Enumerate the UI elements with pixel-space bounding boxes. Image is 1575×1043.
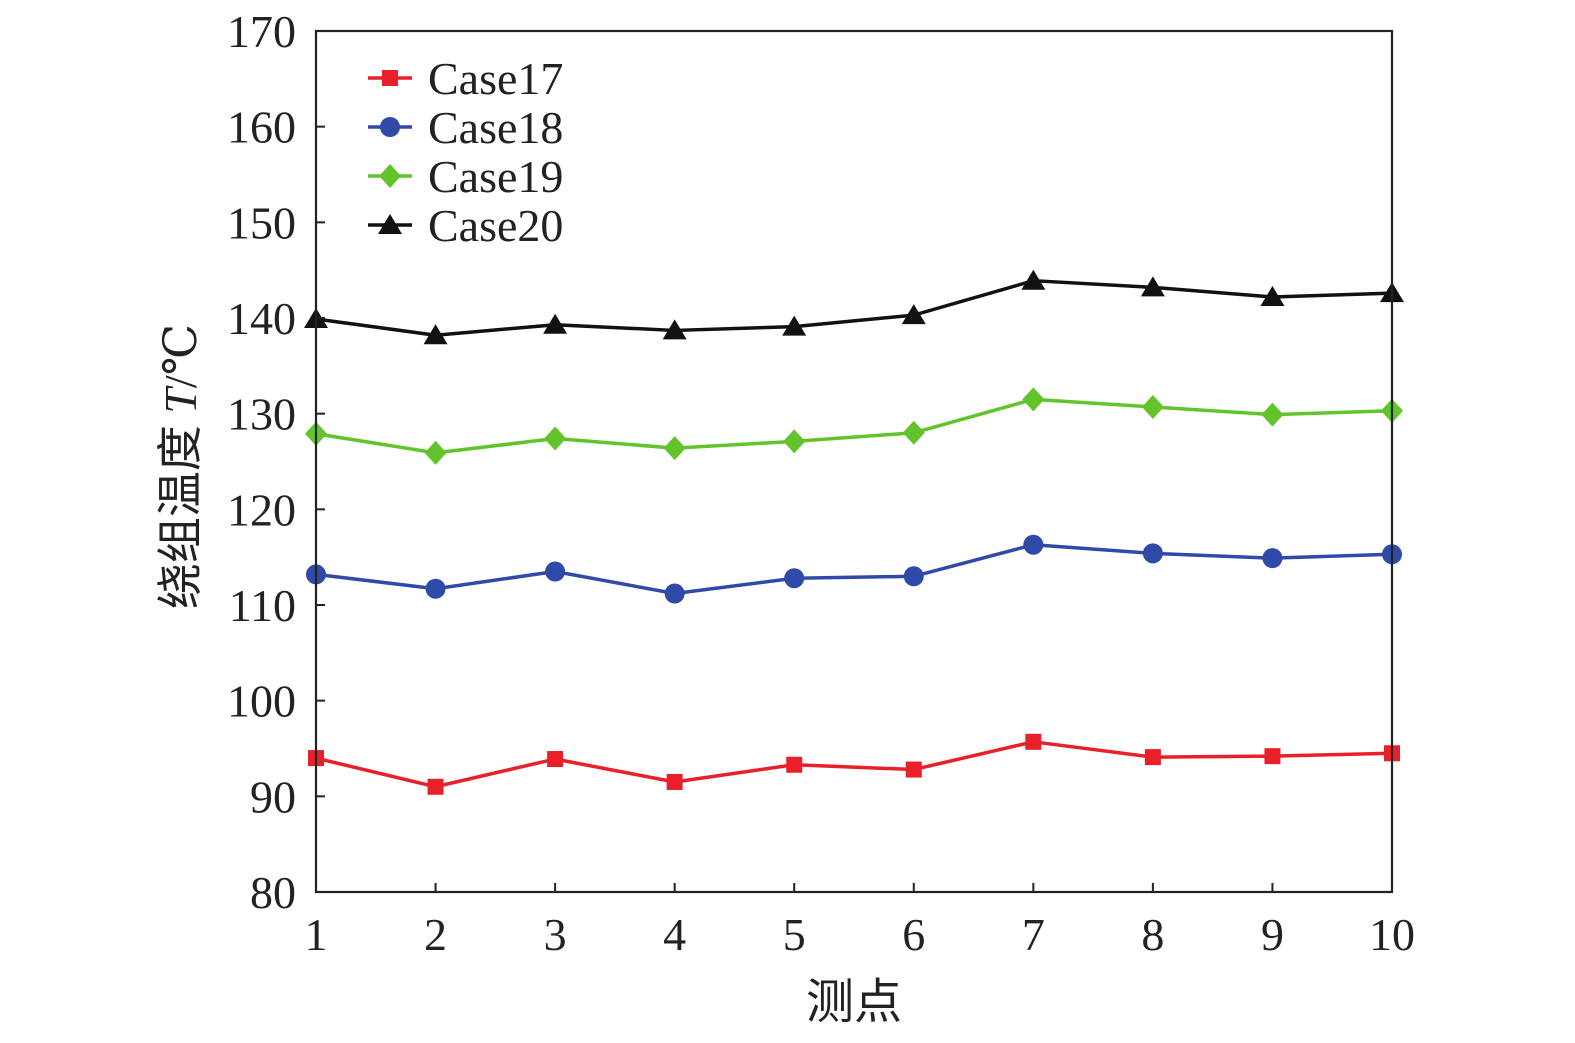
y-tick-label: 110 xyxy=(229,580,296,631)
data-point-case20 xyxy=(423,324,448,345)
legend-item-case17: Case17 xyxy=(368,53,563,104)
legend-label: Case18 xyxy=(428,102,563,153)
series-case20 xyxy=(304,269,1404,345)
series-case17 xyxy=(308,733,1400,795)
data-point-case19 xyxy=(1261,402,1284,427)
x-tick-label: 3 xyxy=(544,909,567,960)
data-point-case18 xyxy=(1262,548,1283,569)
data-point-case19 xyxy=(783,429,806,454)
x-tick-label: 9 xyxy=(1261,909,1284,960)
data-point-case17 xyxy=(1144,749,1161,766)
data-point-case19 xyxy=(424,440,447,465)
series-layer xyxy=(304,269,1404,795)
y-tick-label: 140 xyxy=(227,293,296,344)
series-line-case18 xyxy=(315,542,1393,596)
series-case19 xyxy=(305,387,1403,465)
y-tick-label: 130 xyxy=(227,389,296,440)
data-point-case19 xyxy=(902,420,925,445)
y-axis-label: 绕组温度 T/℃ xyxy=(155,324,206,609)
data-point-case17 xyxy=(547,751,564,768)
legend-item-case18: Case18 xyxy=(368,102,563,153)
data-point-case17 xyxy=(1025,733,1042,750)
y-tick-label: 100 xyxy=(227,676,296,727)
data-point-case17 xyxy=(666,773,683,790)
data-point-case19 xyxy=(544,426,567,451)
data-point-case17 xyxy=(905,761,922,778)
ticks-layer: 80 90 100 110 120 130 140 150 160 170 1 2 3 4 5 6 7 8 9 10 xyxy=(227,6,1415,960)
data-point-case18 xyxy=(545,561,566,582)
y-tick-label: 80 xyxy=(250,867,296,918)
legend-marker xyxy=(380,117,400,137)
data-point-case20 xyxy=(1021,269,1046,290)
x-tick-label: 10 xyxy=(1369,909,1415,960)
data-point-case17 xyxy=(786,756,803,773)
data-point-case18 xyxy=(1142,543,1163,564)
x-tick-label: 7 xyxy=(1022,909,1045,960)
y-tick-label: 120 xyxy=(227,484,296,535)
data-point-case20 xyxy=(543,313,568,334)
y-tick-label: 90 xyxy=(250,771,296,822)
x-tick-label: 5 xyxy=(783,909,806,960)
data-point-case20 xyxy=(662,319,687,340)
y-axis-label-variable: T xyxy=(155,385,206,414)
data-point-case20 xyxy=(782,315,807,336)
data-point-case18 xyxy=(1023,534,1044,555)
data-point-case18 xyxy=(664,583,685,604)
data-point-case18 xyxy=(425,578,446,599)
data-point-case19 xyxy=(1022,387,1045,412)
data-point-case19 xyxy=(663,436,686,461)
series-line-case20 xyxy=(315,278,1393,337)
x-tick-label: 8 xyxy=(1141,909,1164,960)
x-axis-label: 测点 xyxy=(806,976,902,1029)
data-point-case17 xyxy=(1264,748,1281,765)
y-tick-label: 170 xyxy=(227,6,296,57)
legend-marker xyxy=(382,70,398,86)
legend-label: Case19 xyxy=(428,151,563,202)
y-axis-label-unit: /℃ xyxy=(155,324,206,388)
series-line-case17 xyxy=(315,740,1393,789)
y-tick-label: 160 xyxy=(227,102,296,153)
series-case18 xyxy=(306,534,1402,604)
legend-item-case20: Case20 xyxy=(368,200,563,251)
x-tick-label: 2 xyxy=(424,909,447,960)
data-point-case20 xyxy=(1140,276,1165,297)
data-point-case18 xyxy=(784,568,805,589)
x-tick-label: 4 xyxy=(663,909,686,960)
series-line-case19 xyxy=(315,397,1393,455)
data-point-case20 xyxy=(901,304,926,325)
data-point-case20 xyxy=(1260,285,1285,306)
x-tick-label: 6 xyxy=(902,909,925,960)
data-point-case17 xyxy=(427,778,444,795)
x-tick-label: 1 xyxy=(305,909,328,960)
data-point-case18 xyxy=(903,566,924,587)
plot-frame xyxy=(314,29,1394,894)
y-tick-label: 150 xyxy=(227,197,296,248)
legend-label: Case20 xyxy=(428,200,563,251)
legend-item-case19: Case19 xyxy=(368,151,563,202)
legend-label: Case17 xyxy=(428,53,563,104)
y-axis-label-text: 绕组温度 xyxy=(155,414,206,610)
data-point-case19 xyxy=(1141,394,1164,419)
legend-marker xyxy=(379,164,401,188)
legend-marker xyxy=(378,214,402,234)
